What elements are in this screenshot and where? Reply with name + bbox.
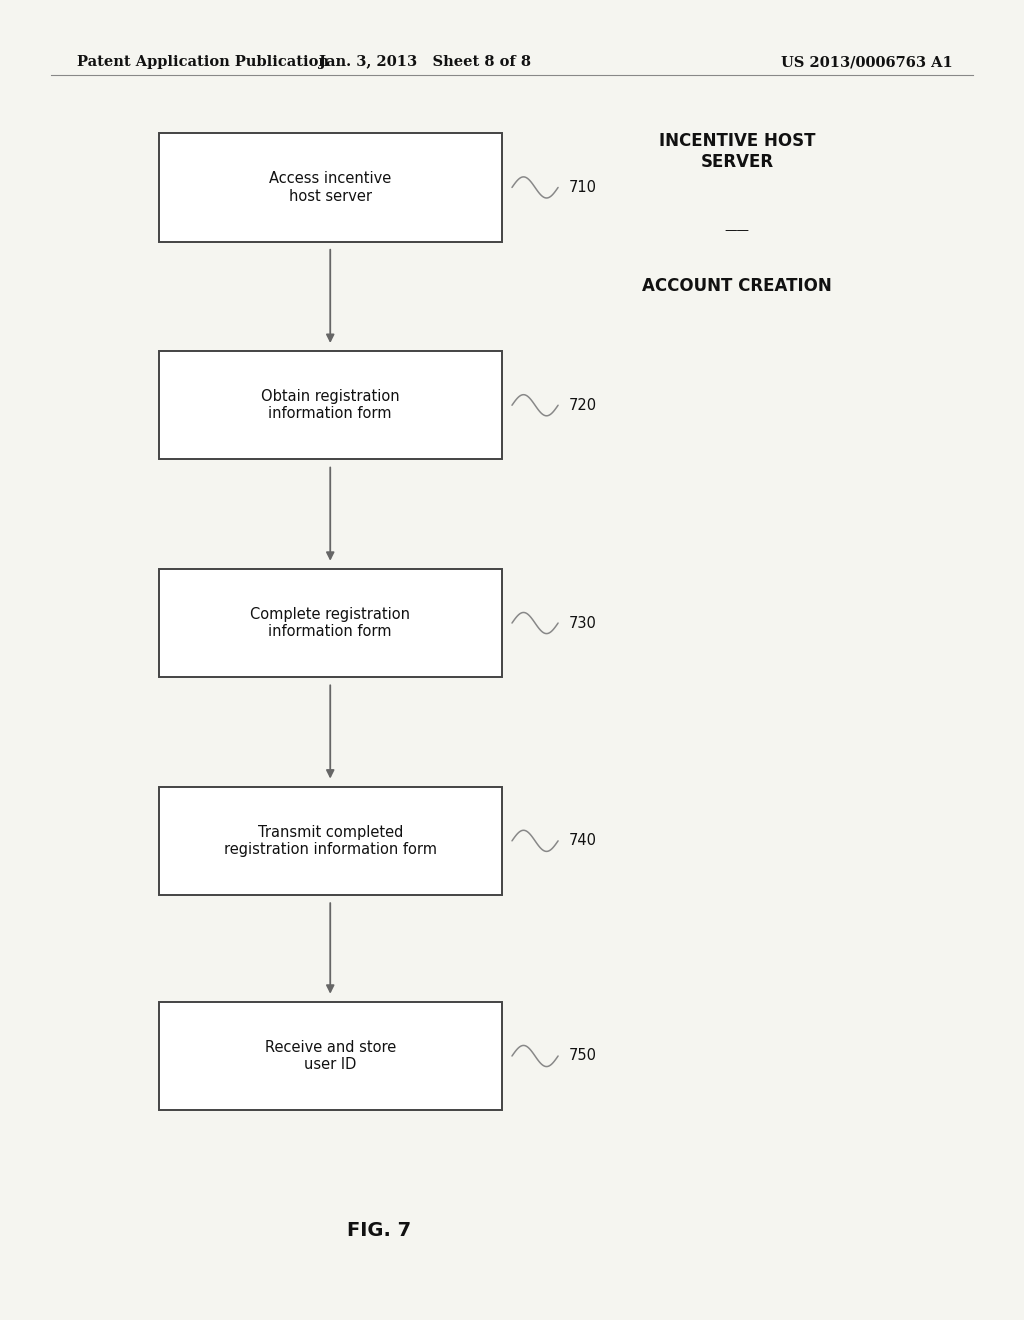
Text: ——: —— — [725, 224, 750, 238]
Text: Access incentive
host server: Access incentive host server — [269, 172, 391, 203]
Text: 720: 720 — [568, 397, 596, 413]
Bar — [159, 1002, 502, 1110]
Bar — [159, 351, 502, 459]
Text: Transmit completed
registration information form: Transmit completed registration informat… — [223, 825, 437, 857]
Bar — [159, 133, 502, 242]
Text: Jan. 3, 2013   Sheet 8 of 8: Jan. 3, 2013 Sheet 8 of 8 — [318, 55, 531, 70]
Text: INCENTIVE HOST
SERVER: INCENTIVE HOST SERVER — [659, 132, 815, 170]
Text: Complete registration
information form: Complete registration information form — [250, 607, 411, 639]
Text: Receive and store
user ID: Receive and store user ID — [264, 1040, 396, 1072]
Bar — [159, 787, 502, 895]
Text: FIG. 7: FIG. 7 — [347, 1221, 411, 1239]
Text: 730: 730 — [568, 615, 596, 631]
Bar — [159, 569, 502, 677]
Text: ACCOUNT CREATION: ACCOUNT CREATION — [642, 277, 833, 296]
Text: Obtain registration
information form: Obtain registration information form — [261, 389, 399, 421]
Text: 740: 740 — [568, 833, 596, 849]
Text: 750: 750 — [568, 1048, 596, 1064]
Text: US 2013/0006763 A1: US 2013/0006763 A1 — [780, 55, 952, 70]
Text: 710: 710 — [568, 180, 596, 195]
Text: Patent Application Publication: Patent Application Publication — [77, 55, 329, 70]
